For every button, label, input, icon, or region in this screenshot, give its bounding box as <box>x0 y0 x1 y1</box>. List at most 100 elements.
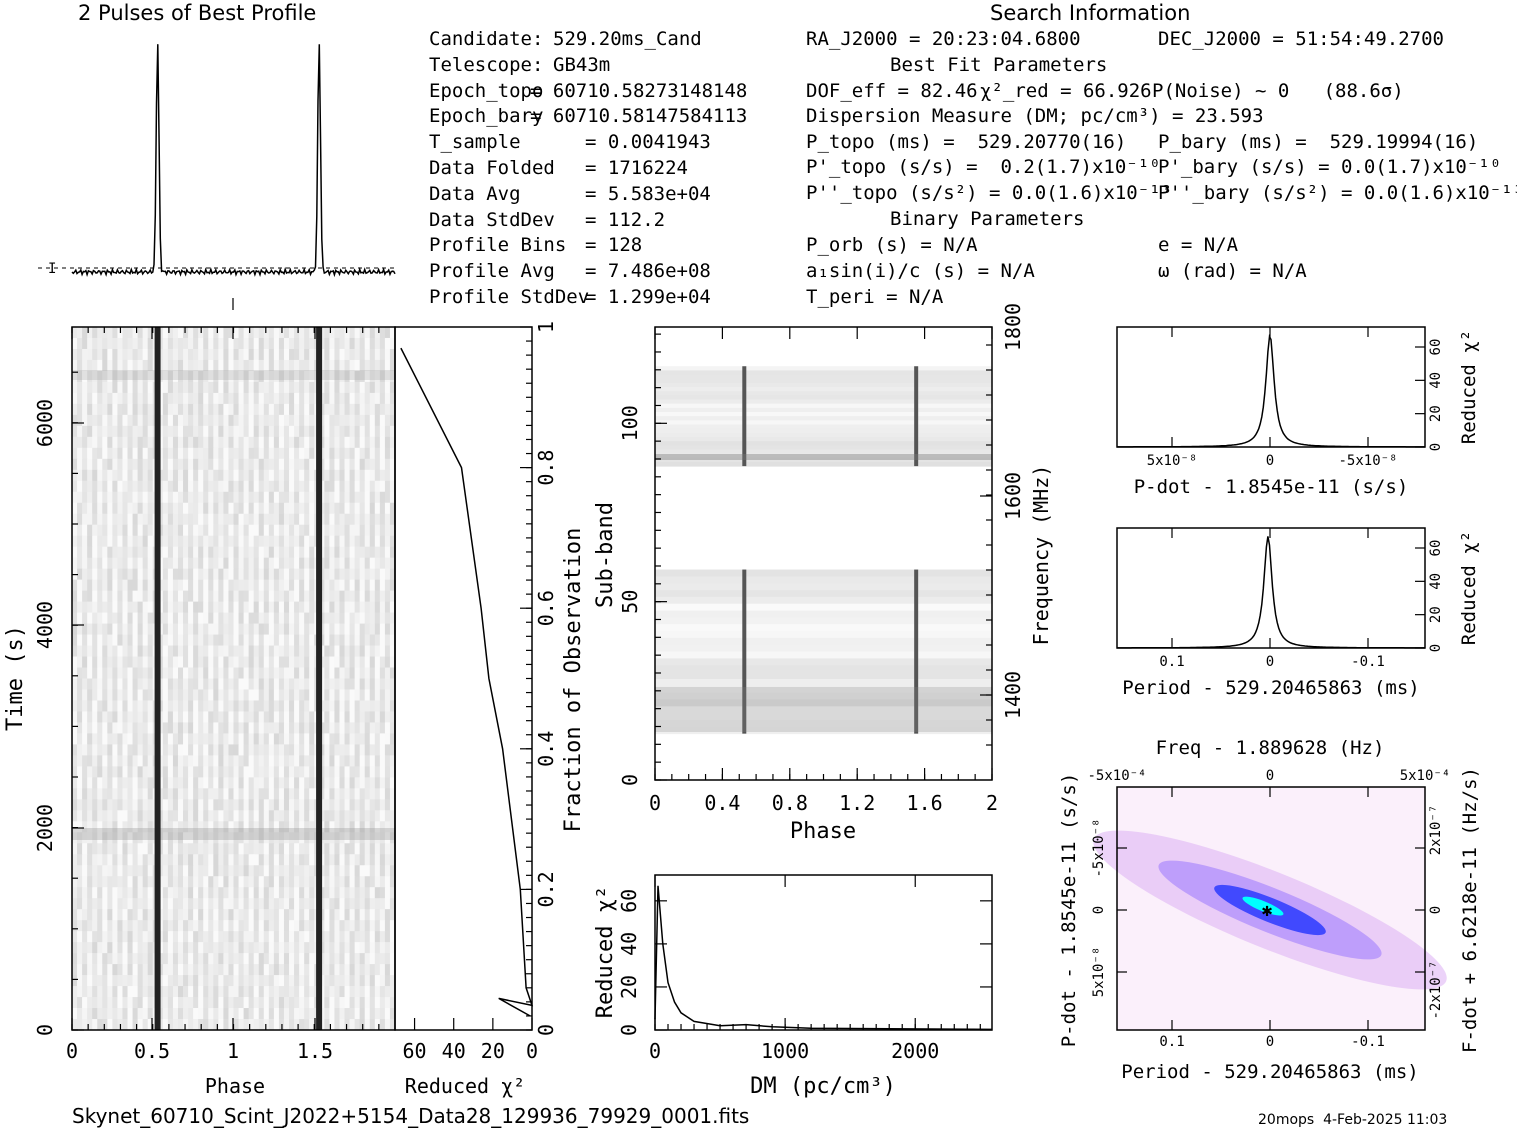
pixel <box>253 568 260 581</box>
pixel <box>223 425 229 438</box>
pixel <box>92 909 98 921</box>
pixel <box>339 799 346 811</box>
pixel <box>213 931 219 943</box>
pixel <box>379 755 386 767</box>
pixel <box>273 634 280 647</box>
pixel <box>193 788 199 800</box>
pixel <box>92 953 98 965</box>
pixel <box>248 623 255 636</box>
pixel <box>82 612 88 625</box>
pixel <box>72 777 78 789</box>
pixel <box>359 843 366 855</box>
pixel <box>309 327 315 339</box>
pixel <box>162 480 169 493</box>
pixel <box>112 579 118 592</box>
pixel <box>167 656 174 669</box>
pixel <box>273 821 280 833</box>
pixel <box>299 843 305 855</box>
pixel <box>72 513 78 526</box>
pixel <box>97 491 103 504</box>
pixel <box>354 920 361 932</box>
pixel <box>107 667 113 679</box>
pixel <box>278 513 285 526</box>
pixel <box>213 414 219 427</box>
pixel <box>374 733 381 745</box>
pixel <box>349 854 356 866</box>
pixel <box>137 920 144 932</box>
pixel <box>82 327 88 339</box>
pixel <box>132 436 139 449</box>
pixel <box>273 458 280 471</box>
x-axis-label: Phase <box>790 819 856 844</box>
pixel <box>102 876 108 888</box>
pixel <box>384 766 391 778</box>
pixel <box>223 480 229 493</box>
pixel <box>208 865 214 877</box>
pixel <box>72 678 78 690</box>
pixel <box>253 447 260 460</box>
pixel <box>117 755 123 767</box>
y2-tick-label: -2x10⁻⁷ <box>1428 960 1444 1019</box>
pixel <box>82 964 88 976</box>
pixel <box>137 667 144 679</box>
pixel <box>248 370 255 383</box>
pixel <box>137 491 144 504</box>
pixel <box>364 458 371 471</box>
pixel <box>203 590 209 603</box>
y-tick-label: 0 <box>1091 906 1107 914</box>
pixel <box>127 403 134 416</box>
pixel <box>344 359 351 372</box>
pixel <box>389 403 396 416</box>
pixel <box>384 711 391 723</box>
pixel <box>203 678 209 690</box>
pixel <box>379 854 386 866</box>
pixel <box>228 953 234 965</box>
pixel <box>289 337 295 350</box>
pixel <box>188 810 194 822</box>
pixel <box>218 821 224 833</box>
pixel <box>132 634 139 647</box>
pixel <box>177 832 184 844</box>
pbary-value: P_bary (ms) = 529.19994(16) <box>1158 131 1479 153</box>
pixel <box>268 964 275 976</box>
pixel <box>304 403 310 416</box>
pixel <box>97 1019 103 1031</box>
pixel <box>273 788 280 800</box>
pixel <box>304 436 310 449</box>
pixel <box>147 667 154 679</box>
pixel <box>208 370 214 383</box>
pixel <box>369 535 376 548</box>
pixel <box>334 634 340 647</box>
pixel <box>72 414 78 427</box>
pixel <box>294 601 300 614</box>
pixel <box>177 634 184 647</box>
pixel <box>183 502 189 515</box>
pixel <box>273 447 280 460</box>
pixel <box>344 700 351 712</box>
pixel <box>132 601 139 614</box>
pixel <box>238 755 245 767</box>
pixel <box>253 392 260 405</box>
pixel <box>339 788 346 800</box>
pixel <box>289 766 295 778</box>
pixel <box>127 469 134 482</box>
pixel <box>132 678 139 690</box>
pixel <box>132 997 139 1009</box>
pixel <box>233 612 240 625</box>
pixel <box>132 392 139 405</box>
pixel <box>132 656 139 669</box>
pixel <box>97 975 103 987</box>
pixel <box>304 843 310 855</box>
pixel <box>117 909 123 921</box>
pixel <box>344 744 351 756</box>
pixel <box>309 645 315 658</box>
x-tick-label: 0 <box>66 1039 78 1063</box>
pixel <box>167 546 174 559</box>
pixel <box>193 502 199 515</box>
pixel <box>92 557 98 570</box>
pixel <box>243 568 250 581</box>
pixel <box>339 887 346 899</box>
pixel <box>238 799 245 811</box>
pixel <box>183 590 189 603</box>
pixel <box>102 678 108 690</box>
